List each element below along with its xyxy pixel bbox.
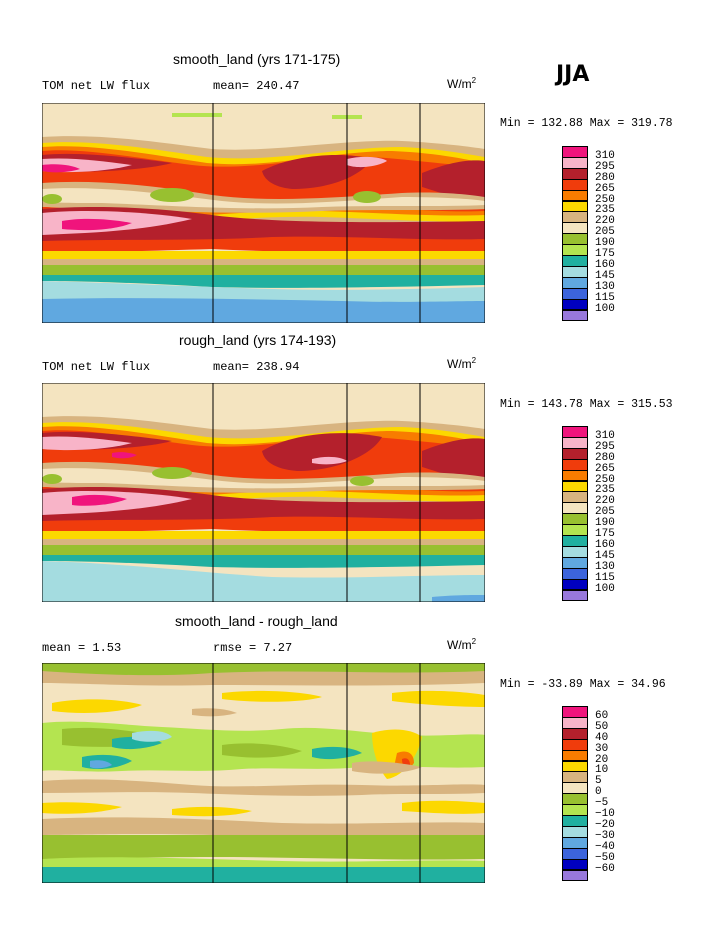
legend-level-label: 235 — [595, 484, 615, 497]
legend-level-label: 250 — [595, 193, 615, 206]
panel1-mean: mean= 240.47 — [213, 79, 300, 93]
legend-swatch — [562, 589, 588, 602]
legend-level-label: 100 — [595, 302, 615, 315]
panel2-map — [42, 383, 485, 602]
panel1-legend: 310 295 280 265 250 235 220 205 190 175 160 145 130 1… — [562, 146, 682, 322]
legend-level-label: −50 — [595, 851, 615, 864]
legend-level-label: −5 — [595, 797, 609, 810]
legend-level-label: 220 — [595, 215, 615, 228]
panel2-variable-label: TOM net LW flux — [42, 360, 151, 374]
panel2-minmax: Min = 143.78 Max = 315.53 — [500, 398, 673, 411]
panel3-map — [42, 663, 485, 883]
legend-level-label: 175 — [595, 528, 615, 540]
legend-level-label: 295 — [595, 160, 615, 173]
season-label: JJA — [556, 62, 590, 87]
legend-level-label: 130 — [595, 280, 615, 293]
panel3-legend: 60 50 40 30 20 10 5 0 −5 −10 −20 −30 −40 −50 −60 — [562, 706, 682, 882]
legend-level-label: 190 — [595, 517, 615, 530]
legend-level-label: −10 — [595, 808, 615, 820]
panel3-units: W/m2 — [447, 637, 477, 652]
legend-level-label: 280 — [595, 451, 615, 464]
legend-level-label: 145 — [595, 549, 615, 562]
legend-level-label: 310 — [595, 149, 615, 162]
legend-level-label: 20 — [595, 753, 609, 766]
legend-level-label: 100 — [595, 582, 615, 595]
legend-level-label: 145 — [595, 269, 615, 282]
panel2-legend: 310 295 280 265 250 235 220 205 190 175 160 145 130 1… — [562, 426, 682, 602]
legend-level-label: 310 — [595, 429, 615, 442]
legend-level-label: 115 — [595, 291, 615, 304]
legend-level-label: 130 — [595, 560, 615, 573]
panel3-mean: mean = 1.53 — [42, 641, 122, 655]
legend-level-label: 10 — [595, 764, 609, 777]
panel3-minmax: Min = -33.89 Max = 34.96 — [500, 678, 666, 691]
legend-level-label: 295 — [595, 440, 615, 453]
panel1-map — [42, 103, 485, 323]
legend-level-label: 235 — [595, 204, 615, 217]
panel2-mean: mean= 238.94 — [213, 360, 300, 374]
legend-level-label: 60 — [595, 709, 609, 722]
legend-level-label: 280 — [595, 171, 615, 184]
legend-level-label: 205 — [595, 226, 615, 239]
legend-level-label: 5 — [595, 775, 602, 788]
legend-level-label: 40 — [595, 731, 609, 744]
panel3-rmse: rmse = 7.27 — [213, 641, 293, 655]
legend-level-label: 115 — [595, 571, 615, 584]
panel1-units: W/m2 — [447, 76, 477, 91]
legend-level-label: −20 — [595, 818, 615, 831]
legend-level-label: 0 — [595, 786, 602, 799]
legend-level-label: −40 — [595, 840, 615, 853]
panel3-title: smooth_land - rough_land — [175, 613, 338, 629]
legend-level-label: 160 — [595, 258, 615, 271]
legend-level-label: 220 — [595, 495, 615, 508]
panel1-title: smooth_land (yrs 171-175) — [173, 51, 341, 67]
legend-level-label: 190 — [595, 237, 615, 250]
panel1-minmax: Min = 132.88 Max = 319.78 — [500, 117, 673, 130]
panel2-units: W/m2 — [447, 356, 477, 371]
legend-level-label: 205 — [595, 506, 615, 519]
legend-level-label: 50 — [595, 720, 609, 733]
legend-level-label: 30 — [595, 742, 609, 755]
legend-level-label: 265 — [595, 182, 615, 195]
panel1-variable-label: TOM net LW flux — [42, 79, 151, 93]
legend-level-label: 175 — [595, 248, 615, 260]
legend-level-label: −30 — [595, 829, 615, 842]
legend-swatch — [562, 309, 588, 322]
legend-swatch — [562, 869, 588, 882]
legend-level-label: −60 — [595, 862, 615, 875]
legend-level-label: 160 — [595, 538, 615, 551]
legend-level-label: 265 — [595, 462, 615, 475]
legend-level-label: 250 — [595, 473, 615, 486]
panel2-title: rough_land (yrs 174-193) — [179, 332, 337, 348]
